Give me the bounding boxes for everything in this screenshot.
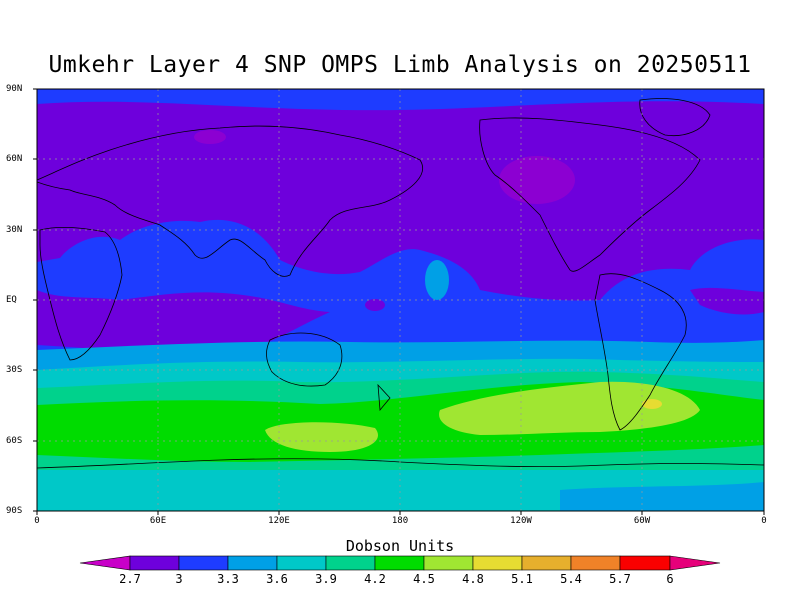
colorbar-segment xyxy=(129,555,180,571)
contour-purple-north xyxy=(37,101,764,301)
lat-label: 60N xyxy=(6,154,23,164)
colorbar-segment xyxy=(423,555,474,571)
axis-ticks xyxy=(33,88,765,515)
colorbar-above-arrow xyxy=(669,555,721,571)
lon-label: 0 xyxy=(34,516,40,526)
colorbar-tick-label: 2.7 xyxy=(119,572,141,586)
colorbar-segment xyxy=(619,555,671,571)
colorbar-tick-label: 5.7 xyxy=(609,572,631,586)
colorbar-tick-label: 3.9 xyxy=(315,572,337,586)
colorbar-below-arrow xyxy=(79,555,131,571)
colorbar-tick-label: 3.6 xyxy=(266,572,288,586)
colorbar-segment xyxy=(227,555,278,571)
lon-label: 0 xyxy=(761,516,767,526)
lat-label: 30S xyxy=(6,365,23,375)
graticule xyxy=(37,89,764,511)
contour-purple-tropics xyxy=(37,290,330,354)
chart-title: Umkehr Layer 4 SNP OMPS Limb Analysis on… xyxy=(48,52,752,78)
contour-band-3_3-polar xyxy=(560,482,764,511)
colorbar-tick-label: 4.5 xyxy=(413,572,435,586)
colorbar-segment xyxy=(178,555,229,571)
lon-label: 120E xyxy=(268,516,290,526)
lon-label: 180 xyxy=(391,516,409,526)
colorbar-segment xyxy=(276,555,327,571)
colorbar-segment xyxy=(374,555,425,571)
colorbar-title: Dobson Units xyxy=(345,537,455,555)
lat-label: 30N xyxy=(6,225,23,235)
lat-label: EQ xyxy=(6,295,17,305)
lat-label: 60S xyxy=(6,436,23,446)
contour-lightblue-patch xyxy=(425,260,449,300)
colorbar-tick-label: 5.1 xyxy=(511,572,533,586)
contour-band-4_5 xyxy=(265,422,378,452)
contour-magenta-patch xyxy=(499,156,575,204)
colorbar-tick-label: 4.8 xyxy=(462,572,484,586)
colorbar-segment xyxy=(521,555,572,571)
colorbar-tick-label: 6 xyxy=(666,572,674,586)
contour-magenta-patch xyxy=(194,130,226,144)
colorbar-segment xyxy=(472,555,523,571)
colorbar xyxy=(79,555,721,571)
lat-label: 90N xyxy=(6,84,23,94)
colorbar-tick-label: 3 xyxy=(175,572,183,586)
contour-band-4_8 xyxy=(642,399,662,409)
contour-band-4_5 xyxy=(439,381,700,435)
colorbar-tick-label: 4.2 xyxy=(364,572,386,586)
lon-label: 60W xyxy=(633,516,651,526)
lon-label: 120W xyxy=(510,516,532,526)
colorbar-segment xyxy=(570,555,621,571)
colorbar-tick-label: 5.4 xyxy=(560,572,582,586)
contour-purple-patch xyxy=(365,299,385,311)
lon-label: 60E xyxy=(149,516,167,526)
colorbar-segment xyxy=(325,555,376,571)
contour-purple-atlantic xyxy=(690,287,764,315)
lat-label: 90S xyxy=(6,506,23,516)
colorbar-tick-label: 3.3 xyxy=(217,572,239,586)
